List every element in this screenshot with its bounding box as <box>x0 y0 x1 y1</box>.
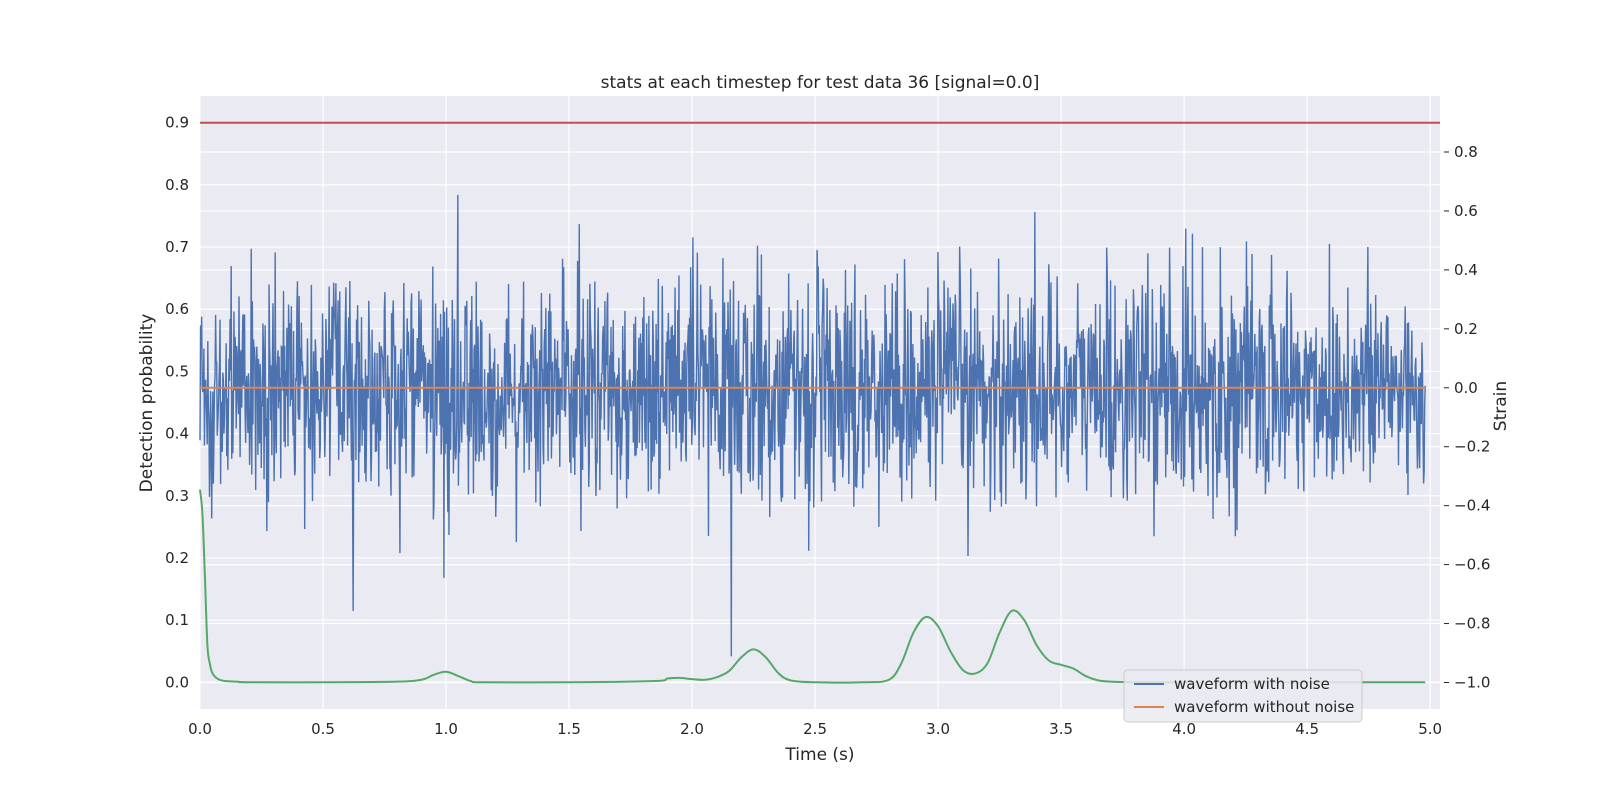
y-left-tick-label: 0.6 <box>165 300 189 318</box>
series-noisy-waveform <box>199 194 1426 657</box>
x-tick-label: 0.0 <box>188 720 212 738</box>
x-tick-label: 4.5 <box>1295 720 1319 738</box>
y-left-tick-label: 0.9 <box>165 114 189 132</box>
y-right-tick-label: 0.8 <box>1454 143 1478 161</box>
y-left-tick-label: 0.0 <box>165 673 189 691</box>
y-right-tick-label: −0.4 <box>1454 497 1490 515</box>
ticks: 0.0 0.5 1.0 1.5 2.0 2.5 3.0 3.5 4.0 4.5 5.0 0.0 0.1 0… <box>165 114 1490 738</box>
x-tick-label: 3.0 <box>926 720 950 738</box>
y-right-tick-label: −0.8 <box>1454 615 1490 633</box>
x-tick-label: 0.5 <box>311 720 335 738</box>
y-axis-label-right: Strain <box>1491 381 1511 431</box>
y-right-tick-label: −1.0 <box>1454 673 1490 691</box>
x-tick-label: 5.0 <box>1418 720 1442 738</box>
y-left-tick-label: 0.3 <box>165 487 189 505</box>
y-right-tick-label: 0.4 <box>1454 261 1478 279</box>
x-tick-label: 4.0 <box>1172 720 1196 738</box>
legend-label-clean: waveform without noise <box>1174 698 1354 716</box>
y-left-tick-label: 0.1 <box>165 611 189 629</box>
y-left-tick-label: 0.2 <box>165 549 189 567</box>
y-left-tick-label: 0.8 <box>165 176 189 194</box>
legend-box <box>1123 669 1363 723</box>
chart-title: stats at each timestep for test data 36 … <box>601 73 1040 93</box>
y-left-tick-label: 0.4 <box>165 425 189 443</box>
x-axis-label: Time (s) <box>784 745 854 765</box>
x-tick-label: 1.0 <box>434 720 458 738</box>
series-layer <box>199 121 1440 684</box>
y-right-tick-label: 0.0 <box>1454 379 1478 397</box>
y-left-tick-label: 0.5 <box>165 362 189 380</box>
y-right-tick-label: −0.2 <box>1454 438 1490 456</box>
legend: waveform with noise waveform without noi… <box>1123 669 1363 723</box>
y-right-tick-label: 0.2 <box>1454 320 1478 338</box>
y-axis-label-left: Detection probability <box>137 314 157 493</box>
legend-label-noisy: waveform with noise <box>1174 675 1330 693</box>
series-detection-probability <box>199 489 1426 684</box>
x-tick-label: 1.5 <box>557 720 581 738</box>
x-tick-label: 3.5 <box>1049 720 1073 738</box>
x-tick-label: 2.5 <box>803 720 827 738</box>
x-tick-label: 2.0 <box>680 720 704 738</box>
y-right-tick-label: −0.6 <box>1454 556 1490 574</box>
y-left-tick-label: 0.7 <box>165 238 189 256</box>
y-right-tick-label: 0.6 <box>1454 202 1478 220</box>
